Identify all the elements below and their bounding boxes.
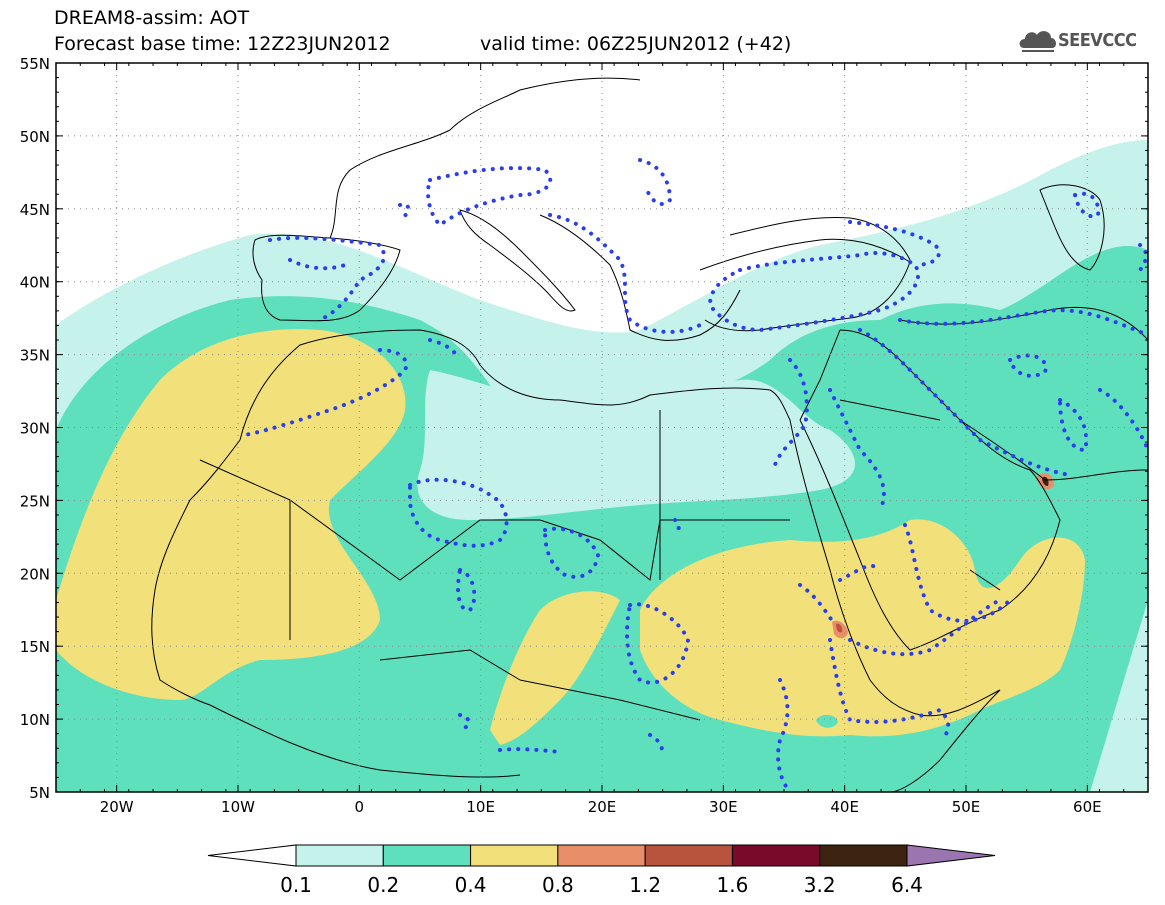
lat-label: 15N <box>20 638 50 656</box>
colorbar-label: 0.2 <box>367 873 399 897</box>
colorbar-segment <box>819 844 908 867</box>
lat-label: 45N <box>20 201 50 219</box>
lon-label: 30E <box>709 798 738 816</box>
colorbar <box>207 844 996 867</box>
aot-region-0.4-central <box>490 591 620 745</box>
lat-label: 30N <box>20 420 50 438</box>
lat-label: 55N <box>20 55 50 73</box>
colorbar-segment <box>207 844 297 867</box>
colorbar-label: 0.8 <box>542 873 574 897</box>
lon-label: 20W <box>100 798 134 816</box>
lat-label: 40N <box>20 274 50 292</box>
cloud-logo-icon <box>1019 31 1057 52</box>
aot-region-0.4-east <box>640 519 1085 737</box>
lat-label: 25N <box>20 492 50 510</box>
colorbar-segment <box>382 844 472 867</box>
lon-label: 0 <box>355 798 365 816</box>
lon-label: 10W <box>221 798 255 816</box>
lon-label: 60E <box>1073 798 1102 816</box>
logo-text: SEEVCCC <box>1058 30 1137 51</box>
lat-label: 35N <box>20 347 50 365</box>
lat-label: 50N <box>20 128 50 146</box>
latitude-labels: 55N 50N 45N 40N 35N 30N 25N 20N 15N 10N 5N <box>20 55 50 802</box>
colorbar-label: 6.4 <box>891 873 923 897</box>
axis-ticks <box>55 62 1149 793</box>
colorbar-segment <box>644 844 733 867</box>
lat-label: 20N <box>20 565 50 583</box>
colorbar-labels: 0.1 0.2 0.4 0.8 1.2 1.6 3.2 6.4 <box>280 873 923 897</box>
colorbar-label: 0.1 <box>280 873 312 897</box>
colorbar-label: 3.2 <box>804 873 836 897</box>
colorbar-label: 0.4 <box>455 873 487 897</box>
lon-label: 20E <box>588 798 617 816</box>
lon-label: 10E <box>466 798 495 816</box>
aot-region-0.4-west <box>56 329 406 700</box>
valid-time: valid time: 06Z25JUN2012 (+42) <box>480 33 792 55</box>
dotted-contours <box>243 158 1148 792</box>
coastlines <box>151 77 1148 792</box>
longitude-labels: 20W 10W 0 10E 20E 30E 40E 50E 60E <box>100 798 1102 816</box>
colorbar-segment <box>906 844 996 867</box>
colorbar-label: 1.2 <box>629 873 661 897</box>
aot-filled-contours <box>56 63 1148 792</box>
lon-label: 40E <box>830 798 859 816</box>
colorbar-segment <box>295 844 384 867</box>
lon-label: 50E <box>952 798 981 816</box>
colorbar-segment <box>557 844 646 867</box>
colorbar-label: 1.6 <box>717 873 749 897</box>
lat-label: 10N <box>20 711 50 729</box>
colorbar-segment <box>470 844 559 867</box>
forecast-base-time: Forecast base time: 12Z23JUN2012 <box>54 33 391 55</box>
aot-region-1.2 <box>836 623 843 633</box>
lat-lon-grid <box>56 63 1148 792</box>
lat-label: 5N <box>29 784 50 802</box>
map-title: DREAM8-assim: AOT <box>54 7 250 29</box>
colorbar-segment <box>731 844 821 867</box>
